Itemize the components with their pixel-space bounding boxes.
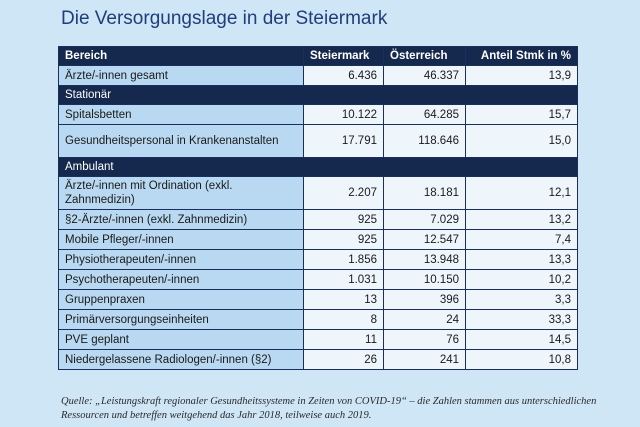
row-label: Ärzte/-innen gesamt [58,65,304,86]
row-steiermark: 13 [303,289,384,310]
row-anteil: 33,3 [465,309,578,330]
row-anteil: 10,8 [465,349,578,370]
row-anteil: 13,2 [465,209,578,230]
table-row: Spitalsbetten 10.122 64.285 15,7 [58,104,578,125]
row-oesterreich: 64.285 [383,104,466,125]
row-label: Mobile Pfleger/-innen [58,229,304,250]
row-label: Gesundheitspersonal in Krankenanstalten [58,124,304,158]
row-steiermark: 1.856 [303,249,384,270]
row-oesterreich: 18.181 [383,176,466,210]
table-row: Physiotherapeuten/-innen 1.856 13.948 13,3 [58,249,578,270]
header-oesterreich: Österreich [383,46,466,66]
row-steiermark: 11 [303,329,384,350]
header-steiermark: Steiermark [303,46,384,66]
table-body: Ärzte/-innen gesamt 6.436 46.337 13,9 Statio… [58,65,578,370]
row-anteil: 10,2 [465,269,578,290]
table-row: Gesundheitspersonal in Krankenanstalten 1… [58,124,578,158]
row-oesterreich: 24 [383,309,466,330]
table-row: Ärzte/-innen gesamt 6.436 46.337 13,9 [58,65,578,86]
table-row: Mobile Pfleger/-innen 925 12.547 7,4 [58,229,578,250]
row-oesterreich: 241 [383,349,466,370]
section-header-row: Ambulant [58,157,578,177]
row-steiermark: 1.031 [303,269,384,290]
row-steiermark: 10.122 [303,104,384,125]
page-title: Die Versorgungslage in der Steiermark [61,8,388,29]
supply-table: Bereich Steiermark Österreich Anteil Stm… [58,46,578,370]
row-anteil: 7,4 [465,229,578,250]
row-label: Niedergelassene Radiologen/-innen (§2) [58,349,304,370]
table-row: Primärversorgungseinheiten 8 24 33,3 [58,309,578,330]
row-anteil: 13,3 [465,249,578,270]
table-row: Psychotherapeuten/-innen 1.031 10.150 10,2 [58,269,578,290]
table-row: PVE geplant 11 76 14,5 [58,329,578,350]
row-label: Ärzte/-innen mit Ordination (exkl. Zahnm… [58,176,304,210]
row-anteil: 12,1 [465,176,578,210]
row-steiermark: 925 [303,229,384,250]
row-steiermark: 6.436 [303,65,384,86]
row-steiermark: 26 [303,349,384,370]
row-anteil: 13,9 [465,65,578,86]
row-label: §2-Ärzte/-innen (exkl. Zahnmedizin) [58,209,304,230]
row-oesterreich: 7.029 [383,209,466,230]
section-header-row: Stationär [58,85,578,105]
row-oesterreich: 76 [383,329,466,350]
source-caption: Quelle: „Leistungskraft regionaler Gesun… [61,396,597,421]
table-row: §2-Ärzte/-innen (exkl. Zahnmedizin) 925 7.… [58,209,578,230]
row-oesterreich: 13.948 [383,249,466,270]
table-row: Gruppenpraxen 13 396 3,3 [58,289,578,310]
row-anteil: 14,5 [465,329,578,350]
row-oesterreich: 118.646 [383,124,466,158]
section-title: Ambulant [58,157,578,177]
header-anteil: Anteil Stmk in % [465,46,578,66]
table-row: Ärzte/-innen mit Ordination (exkl. Zahnm… [58,176,578,210]
row-steiermark: 2.207 [303,176,384,210]
row-anteil: 15,0 [465,124,578,158]
row-oesterreich: 10.150 [383,269,466,290]
row-label: Gruppenpraxen [58,289,304,310]
row-anteil: 15,7 [465,104,578,125]
row-label: Spitalsbetten [58,104,304,125]
row-oesterreich: 396 [383,289,466,310]
table-row: Niedergelassene Radiologen/-innen (§2) 26… [58,349,578,370]
row-anteil: 3,3 [465,289,578,310]
row-oesterreich: 12.547 [383,229,466,250]
section-title: Stationär [58,85,578,105]
row-steiermark: 925 [303,209,384,230]
row-label: Primärversorgungseinheiten [58,309,304,330]
row-steiermark: 17.791 [303,124,384,158]
row-label: PVE geplant [58,329,304,350]
table-header-row: Bereich Steiermark Österreich Anteil Stm… [58,46,578,66]
row-label: Physiotherapeuten/-innen [58,249,304,270]
row-label: Psychotherapeuten/-innen [58,269,304,290]
header-bereich: Bereich [58,46,304,66]
row-steiermark: 8 [303,309,384,330]
row-oesterreich: 46.337 [383,65,466,86]
